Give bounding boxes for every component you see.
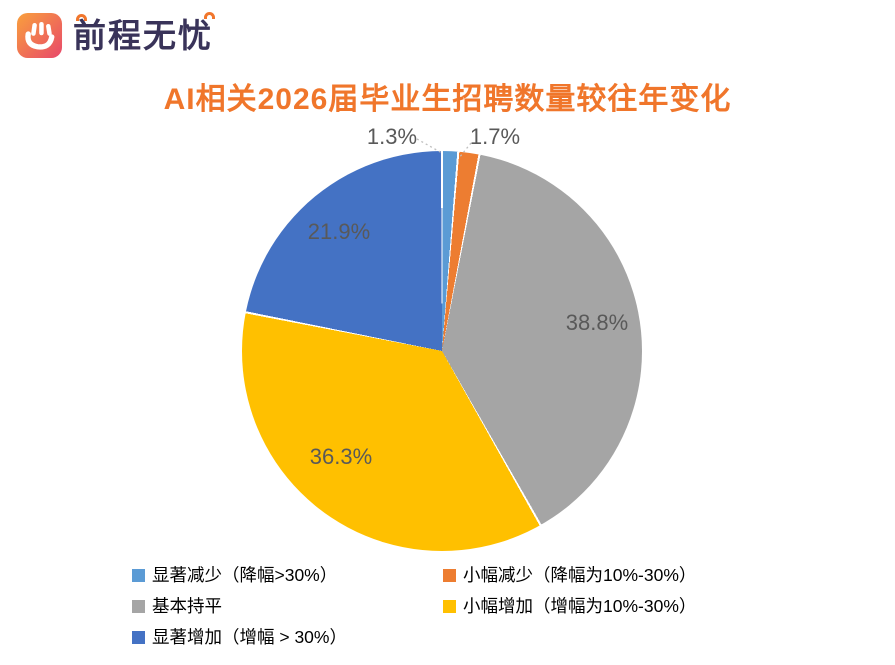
logo-brand-text-label: 前程无忧 [73,17,213,54]
logo: 前程无忧 [16,12,215,59]
legend-item-basically-flat: 基本持平 [132,595,443,617]
data-label-slight-decrease: 1.7% [469,124,521,149]
page-title: AI相关2026届毕业生招聘数量较往年变化 [163,83,732,116]
legend-label: 显著减少（降幅>30%） [152,565,338,585]
logo-accent-arc-icon [76,14,87,21]
data-label-significant-decrease: 1.3% [366,124,418,149]
legend-item-slight-increase: 小幅增加（增幅为10%-30%） [443,595,783,617]
logo-accent-arc-icon [204,12,215,19]
legend-swatch-icon [443,568,456,582]
legend-item-slight-decrease: 小幅减少（降幅为10%-30%） [443,564,783,586]
legend-item-significant-decrease: 显著减少（降幅>30%） [132,564,443,586]
leader-line-1-7 [458,142,472,159]
legend-swatch-icon [132,599,145,613]
legend-swatch-icon [132,630,145,644]
leader-line-1-3 [416,138,443,154]
legend-swatch-icon [443,599,456,613]
legend-label: 小幅减少（降幅为10%-30%） [463,565,697,585]
logo-brand-text: 前程无忧 [73,12,215,59]
legend-item-significant-increase: 显著增加（增幅 > 30%） [132,626,443,648]
legend-label: 小幅增加（增幅为10%-30%） [463,596,697,616]
data-label-significant-increase: 21.9% [307,219,371,244]
data-label-slight-increase: 36.3% [309,444,373,469]
legend-label: 显著增加（增幅 > 30%） [152,627,347,647]
legend-swatch-icon [132,568,145,582]
pie [242,151,642,551]
51job-hand-icon [16,12,63,59]
legend-label: 基本持平 [152,596,222,616]
data-label-basically-flat: 38.8% [565,310,629,335]
legend: 显著减少（降幅>30%） 小幅减少（降幅为10%-30%） 基本持平 小幅增加（… [132,564,783,648]
